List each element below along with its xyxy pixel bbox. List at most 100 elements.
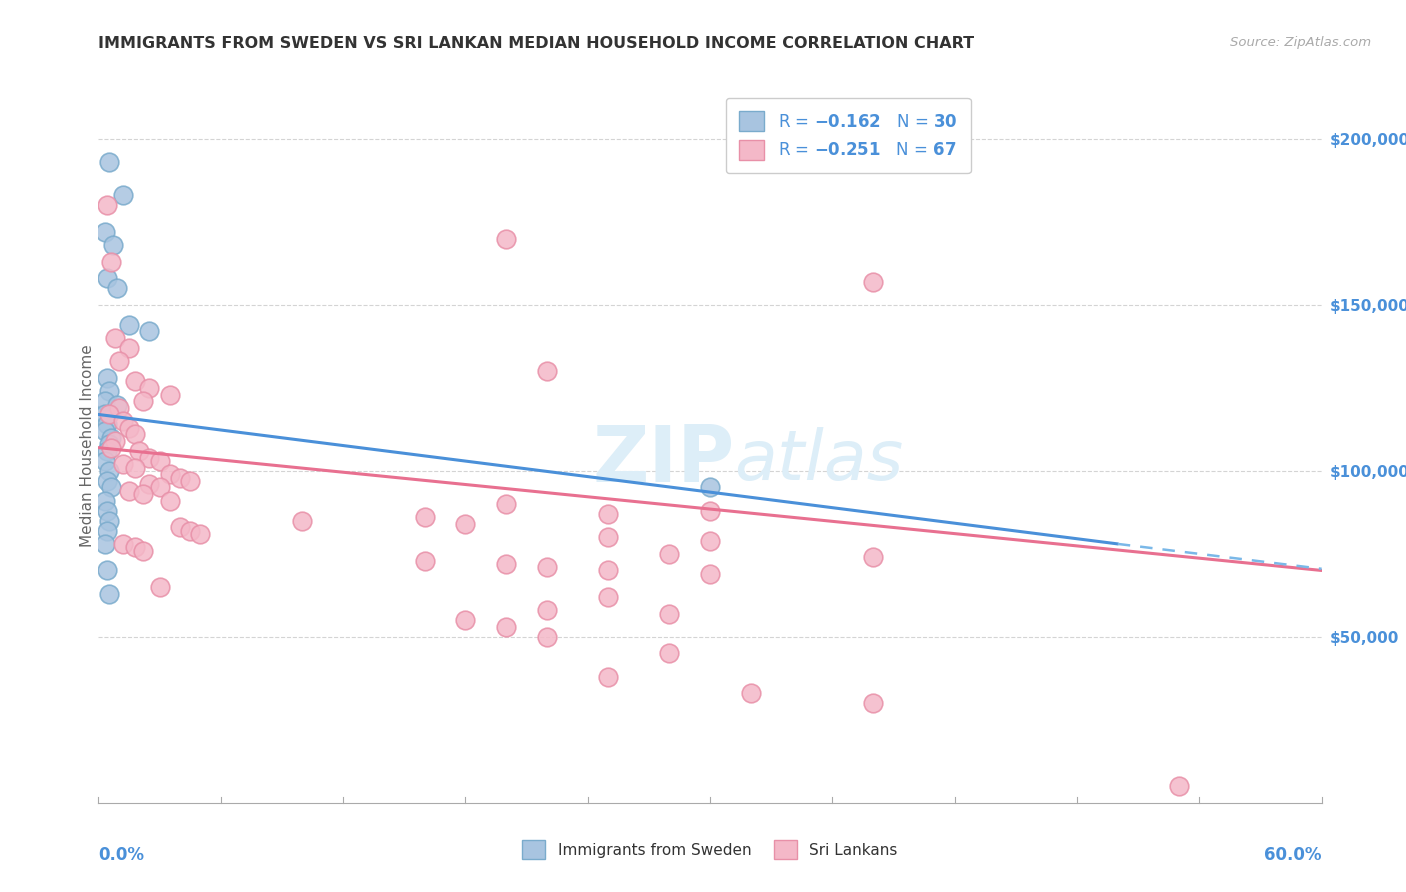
Point bbox=[862, 696, 884, 710]
Point bbox=[159, 493, 181, 508]
Point bbox=[97, 408, 120, 422]
Point bbox=[454, 613, 477, 627]
Point bbox=[108, 401, 131, 415]
Point bbox=[105, 397, 128, 411]
Point bbox=[536, 630, 558, 644]
Point bbox=[96, 504, 118, 518]
Point bbox=[132, 394, 155, 409]
Point bbox=[658, 547, 681, 561]
Point bbox=[138, 381, 160, 395]
Point bbox=[138, 450, 160, 465]
Point bbox=[454, 516, 477, 531]
Point bbox=[100, 431, 122, 445]
Point bbox=[188, 527, 212, 541]
Point bbox=[97, 437, 120, 451]
Point bbox=[149, 580, 172, 594]
Point bbox=[132, 543, 155, 558]
Legend: Immigrants from Sweden, Sri Lankans: Immigrants from Sweden, Sri Lankans bbox=[515, 832, 905, 866]
Point bbox=[97, 384, 120, 399]
Point bbox=[93, 394, 115, 409]
Point bbox=[149, 481, 172, 495]
Point bbox=[413, 553, 436, 567]
Point bbox=[118, 421, 141, 435]
Text: atlas: atlas bbox=[734, 426, 904, 494]
Point bbox=[740, 686, 762, 700]
Point bbox=[598, 530, 620, 544]
Text: 60.0%: 60.0% bbox=[1264, 846, 1322, 863]
Point bbox=[101, 238, 124, 252]
Point bbox=[96, 371, 118, 385]
Point bbox=[96, 417, 118, 432]
Point bbox=[862, 550, 884, 565]
Point bbox=[97, 587, 120, 601]
Point bbox=[96, 564, 118, 578]
Point bbox=[149, 454, 172, 468]
Point bbox=[124, 460, 146, 475]
Point bbox=[124, 540, 146, 554]
Point bbox=[536, 560, 558, 574]
Point bbox=[111, 188, 134, 202]
Point bbox=[93, 225, 115, 239]
Point bbox=[93, 493, 115, 508]
Point bbox=[536, 603, 558, 617]
Point bbox=[111, 414, 134, 428]
Point bbox=[105, 281, 128, 295]
Point bbox=[598, 507, 620, 521]
Y-axis label: Median Household Income: Median Household Income bbox=[80, 344, 94, 548]
Point bbox=[138, 477, 160, 491]
Point bbox=[159, 467, 181, 482]
Point bbox=[536, 364, 558, 378]
Point bbox=[108, 354, 131, 368]
Text: Source: ZipAtlas.com: Source: ZipAtlas.com bbox=[1230, 36, 1371, 49]
Point bbox=[699, 533, 721, 548]
Point bbox=[96, 271, 118, 285]
Point bbox=[169, 520, 191, 534]
Point bbox=[124, 427, 146, 442]
Point bbox=[100, 254, 122, 268]
Point bbox=[100, 481, 122, 495]
Point bbox=[179, 524, 201, 538]
Point bbox=[495, 231, 517, 245]
Point bbox=[495, 497, 517, 511]
Text: ZIP: ZIP bbox=[592, 422, 734, 499]
Point bbox=[93, 424, 115, 438]
Point bbox=[96, 444, 118, 458]
Point bbox=[93, 537, 115, 551]
Point bbox=[658, 647, 681, 661]
Point bbox=[111, 457, 134, 471]
Point bbox=[128, 444, 150, 458]
Point bbox=[862, 275, 884, 289]
Point bbox=[96, 198, 118, 212]
Point bbox=[699, 504, 721, 518]
Point bbox=[118, 483, 141, 498]
Point bbox=[495, 557, 517, 571]
Point bbox=[413, 510, 436, 524]
Text: 0.0%: 0.0% bbox=[98, 846, 145, 863]
Point bbox=[97, 514, 120, 528]
Point bbox=[100, 441, 122, 455]
Point bbox=[97, 155, 120, 169]
Point bbox=[658, 607, 681, 621]
Point bbox=[96, 474, 118, 488]
Point bbox=[598, 564, 620, 578]
Point bbox=[291, 514, 314, 528]
Point bbox=[97, 464, 120, 478]
Point bbox=[699, 481, 721, 495]
Point bbox=[96, 524, 118, 538]
Point bbox=[118, 318, 141, 332]
Point bbox=[118, 341, 141, 355]
Point bbox=[132, 487, 155, 501]
Point bbox=[104, 434, 127, 448]
Point bbox=[179, 474, 201, 488]
Point bbox=[124, 374, 146, 388]
Point bbox=[111, 537, 134, 551]
Point bbox=[699, 566, 721, 581]
Point bbox=[1167, 779, 1189, 793]
Point bbox=[159, 387, 181, 401]
Point bbox=[93, 454, 115, 468]
Text: IMMIGRANTS FROM SWEDEN VS SRI LANKAN MEDIAN HOUSEHOLD INCOME CORRELATION CHART: IMMIGRANTS FROM SWEDEN VS SRI LANKAN MED… bbox=[98, 36, 974, 51]
Point bbox=[138, 325, 160, 339]
Point bbox=[495, 620, 517, 634]
Point bbox=[93, 408, 115, 422]
Point bbox=[104, 331, 127, 345]
